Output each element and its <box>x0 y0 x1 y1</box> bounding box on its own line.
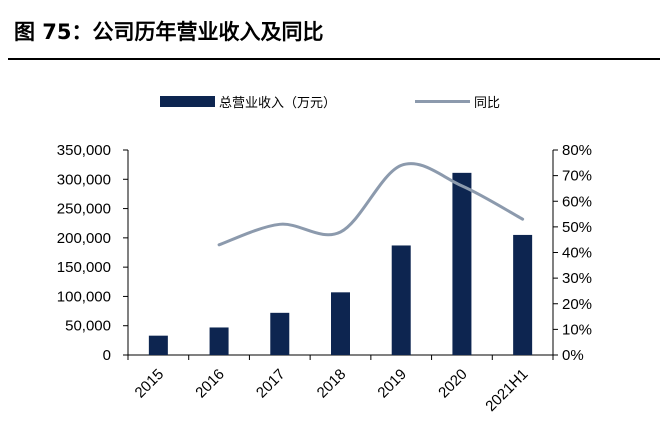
x-tick-label: 2019 <box>374 366 410 402</box>
legend-label-revenue: 总营业收入（万元） <box>219 96 336 111</box>
y-left-tick-label: 200,000 <box>57 230 111 247</box>
y-left-tick-label: 100,000 <box>57 288 111 305</box>
y-left-tick-label: 250,000 <box>57 201 111 218</box>
y-right-tick-label: 20% <box>562 296 592 313</box>
revenue-bar <box>513 234 533 355</box>
y-right-tick-label: 50% <box>562 219 592 236</box>
x-tick-label: 2017 <box>253 366 289 402</box>
revenue-bar <box>209 327 229 355</box>
y-right-tick-label: 40% <box>562 245 592 262</box>
y-right-tick-label: 0% <box>562 347 584 364</box>
title-divider <box>8 58 660 60</box>
x-tick-label: 2018 <box>314 366 350 402</box>
revenue-bar <box>452 172 472 355</box>
legend-swatch-revenue <box>160 96 215 107</box>
x-tick-label: 2020 <box>435 366 471 402</box>
y-right-tick-label: 60% <box>562 193 592 210</box>
y-right-tick-label: 30% <box>562 270 592 287</box>
y-left-tick-label: 150,000 <box>57 259 111 276</box>
y-right-tick-label: 10% <box>562 321 592 338</box>
y-right-tick-label: 70% <box>562 168 592 185</box>
growth-line <box>217 162 525 247</box>
legend-label-growth: 同比 <box>474 96 500 111</box>
revenue-bar <box>391 245 411 355</box>
y-left-tick-label: 50,000 <box>65 318 111 335</box>
revenue-bar <box>270 312 290 355</box>
x-tick-label: 2021H1 <box>482 366 531 415</box>
revenue-bar <box>331 292 350 355</box>
y-left-tick-label: 0 <box>103 347 111 364</box>
y-left-tick-label: 350,000 <box>57 142 111 159</box>
revenue-bar <box>148 335 168 355</box>
x-tick-label: 2015 <box>132 366 168 402</box>
y-right-tick-label: 80% <box>562 142 592 159</box>
figure-title: 图 75：公司历年营业收入及同比 <box>14 20 324 44</box>
x-tick-label: 2016 <box>192 366 228 402</box>
y-left-tick-label: 300,000 <box>57 171 111 188</box>
